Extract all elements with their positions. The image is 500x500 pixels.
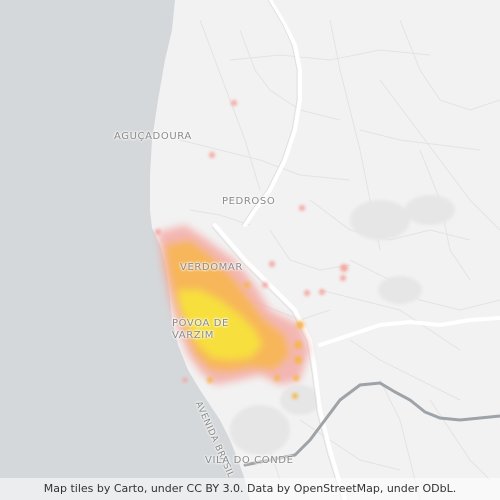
major-roads-outline: [211, 0, 343, 500]
place-label-verdomar: VERDOMAR: [180, 262, 243, 273]
place-label-acucadoura: AGUÇADOURA: [114, 131, 192, 142]
river: [243, 381, 500, 467]
sea-area: [0, 0, 250, 500]
place-label-vila-do-conde: VILA DO CONDE: [205, 455, 294, 466]
major-roads: [213, 0, 500, 500]
heatmap-scatter: [155, 100, 348, 399]
map-attribution: Map tiles by Carto, under CC BY 3.0. Dat…: [0, 478, 500, 500]
urban-areas: [230, 195, 455, 455]
place-label-povoa: PÓVOA DE VARZIM: [172, 318, 229, 341]
place-label-pedroso: PEDROSO: [222, 196, 276, 207]
heatmap-layer: [158, 225, 310, 385]
